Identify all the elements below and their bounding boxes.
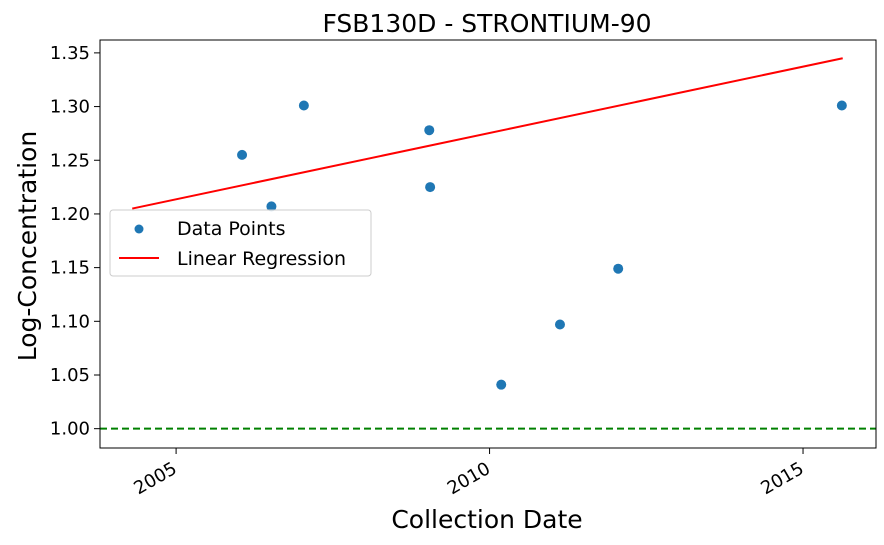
data-point xyxy=(554,319,565,330)
chart-title: FSB130D - STRONTIUM-90 xyxy=(322,9,651,38)
x-tick-label: 2015 xyxy=(757,458,807,499)
x-axis-label: Collection Date xyxy=(391,505,582,534)
regression-line xyxy=(132,57,843,210)
chart-marks xyxy=(100,57,876,430)
data-point xyxy=(298,100,309,111)
data-point xyxy=(266,201,277,212)
plot-frame xyxy=(99,39,877,449)
x-axis: 2005 2010 2015 xyxy=(130,448,808,499)
y-axis-label: Log-Concentration xyxy=(13,131,42,362)
data-point xyxy=(425,182,436,193)
x-tick-label: 2010 xyxy=(444,458,494,499)
y-tick-label: 1.00 xyxy=(50,419,90,440)
data-point xyxy=(424,125,435,136)
data-point xyxy=(836,100,847,111)
y-axis: 1.00 1.05 1.10 1.15 1.20 1.25 1.30 1.35 xyxy=(50,43,100,440)
y-tick-label: 1.35 xyxy=(50,43,90,64)
legend-box xyxy=(109,209,372,277)
data-point xyxy=(496,379,507,390)
data-point xyxy=(237,149,248,160)
y-tick-label: 1.30 xyxy=(50,97,90,118)
y-tick-label: 1.20 xyxy=(50,204,90,225)
y-tick-label: 1.05 xyxy=(50,365,90,386)
y-tick-label: 1.15 xyxy=(50,258,90,279)
y-tick-label: 1.25 xyxy=(50,150,90,171)
y-tick-label: 1.10 xyxy=(50,311,90,332)
x-tick-label: 2005 xyxy=(130,458,180,499)
data-point xyxy=(613,263,624,274)
legend-label-data-points: Data Points xyxy=(177,218,285,240)
legend: Data Points Linear Regression xyxy=(109,209,372,277)
legend-scatter-marker xyxy=(134,224,144,234)
legend-label-linear-regression: Linear Regression xyxy=(177,248,346,270)
